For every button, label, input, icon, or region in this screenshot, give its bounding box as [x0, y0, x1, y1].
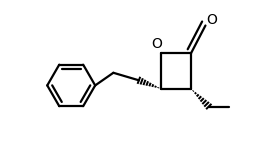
- Text: O: O: [206, 13, 217, 27]
- Text: O: O: [151, 37, 162, 51]
